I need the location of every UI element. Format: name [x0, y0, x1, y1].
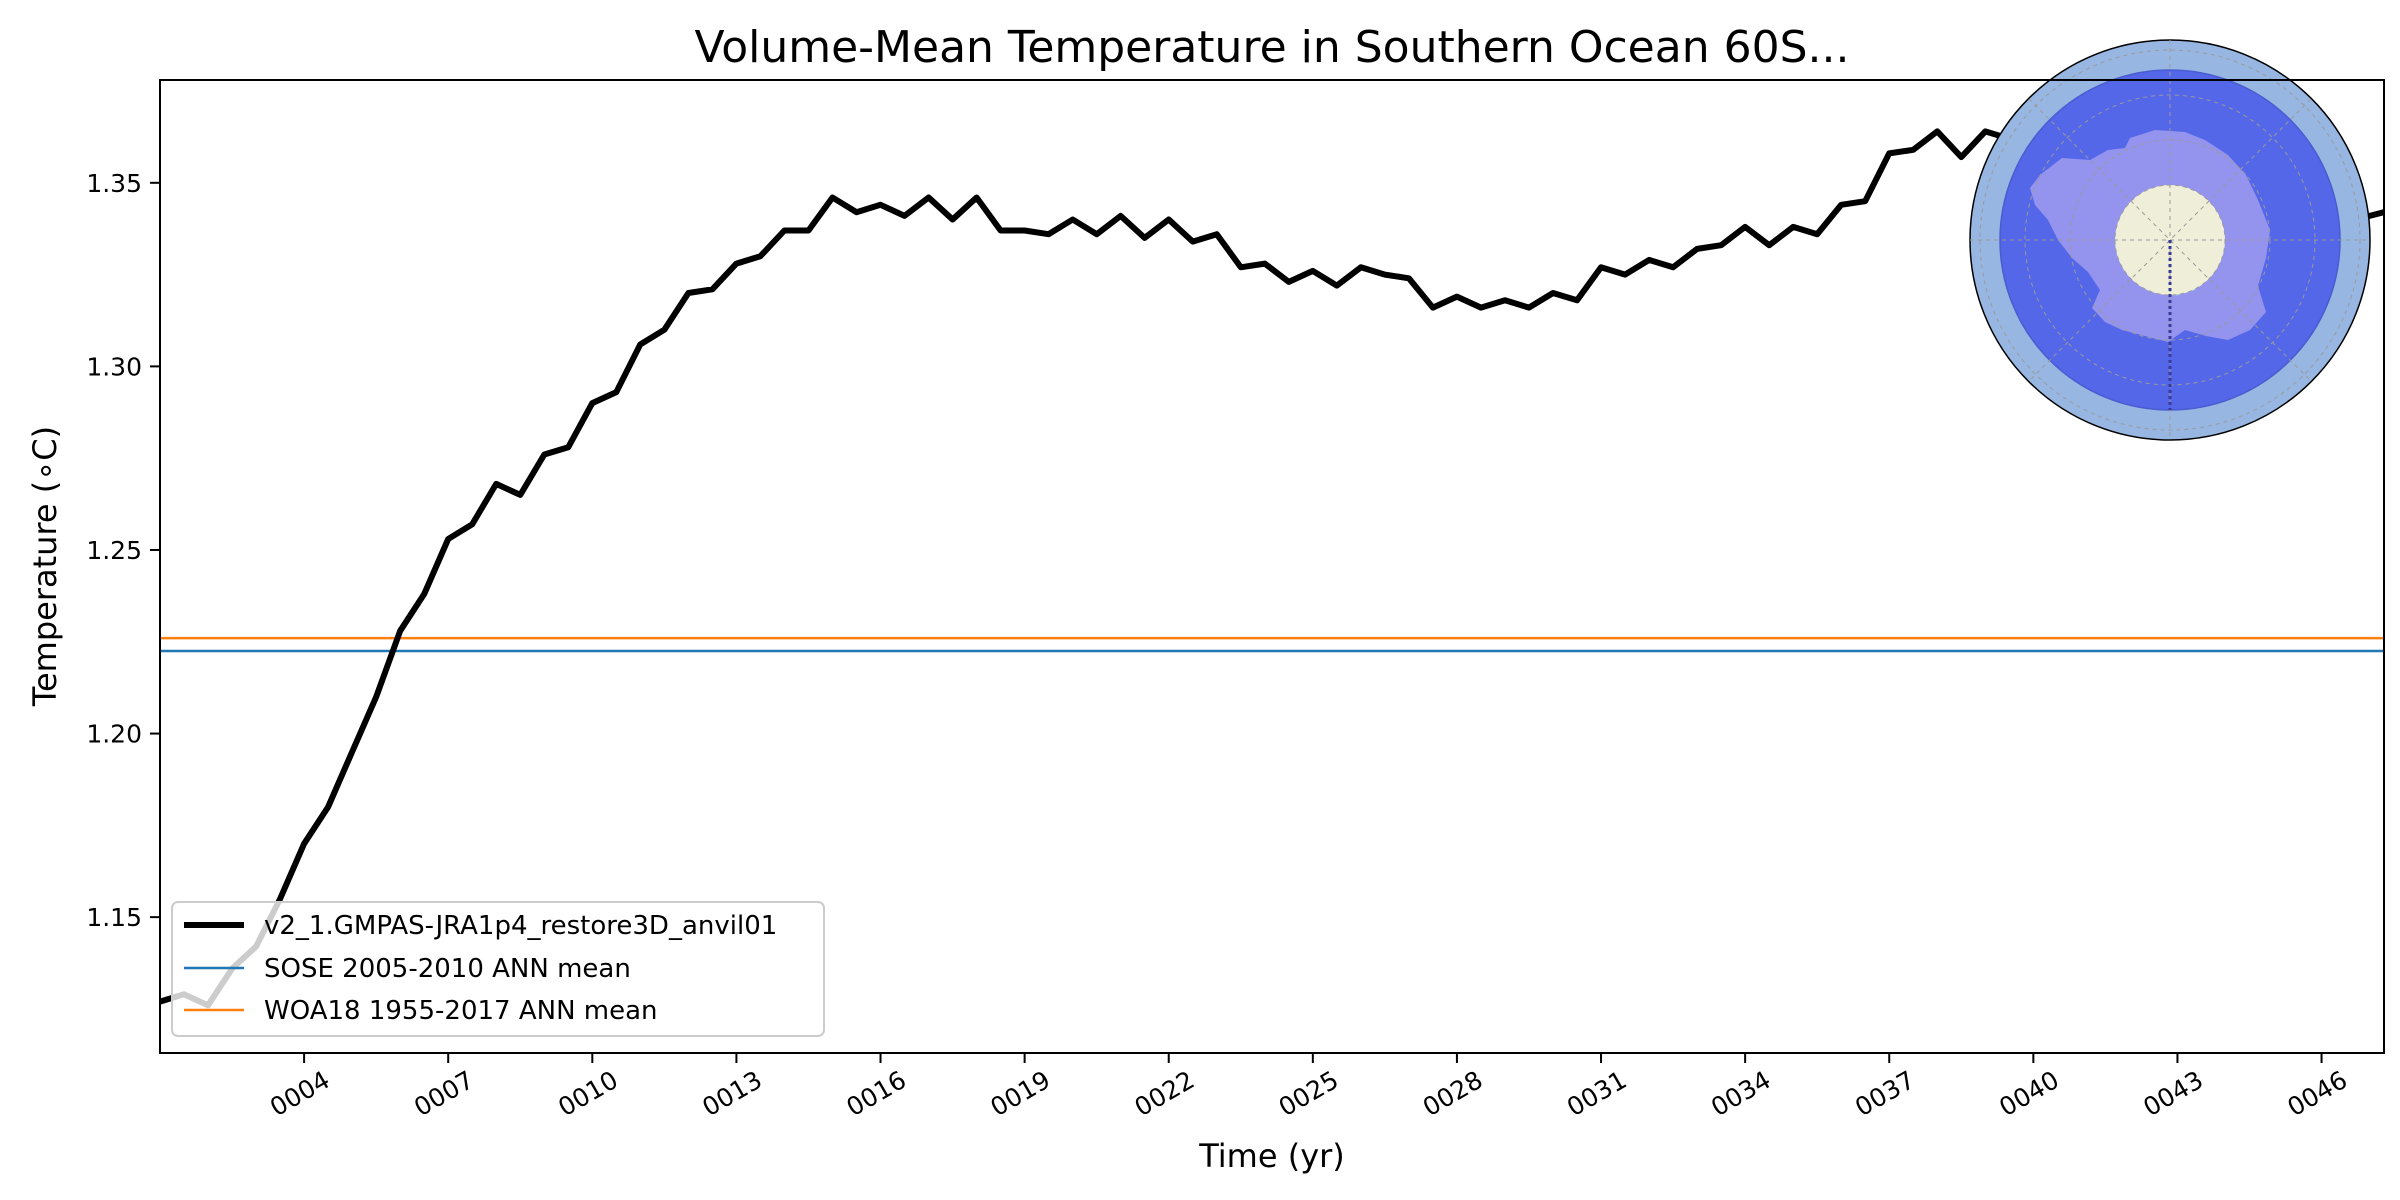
- plot-area: [159, 39, 2385, 1054]
- inset-map: [1969, 39, 2371, 441]
- y-tick-label-0: 1.15: [86, 903, 142, 932]
- y-tick-label-2: 1.25: [86, 536, 142, 565]
- legend-label-woa18: WOA18 1955-2017 ANN mean: [264, 996, 658, 1026]
- y-tick-label-4: 1.35: [86, 169, 142, 198]
- y-tick-label-3: 1.30: [86, 352, 142, 381]
- legend-label-sose: SOSE 2005-2010 ANN mean: [264, 954, 631, 984]
- legend-box: [171, 901, 825, 1037]
- legend-label-model: v2_1.GMPAS-JRA1p4_restore3D_anvil01: [264, 911, 777, 941]
- reference-lines: [160, 636, 2384, 653]
- y-tick-label-1: 1.20: [86, 720, 142, 749]
- plot-frame: [159, 79, 2385, 1054]
- x-axis-label: Time (yr): [1198, 1137, 1345, 1175]
- legend: v2_1.GMPAS-JRA1p4_restore3D_anvil01 SOSE…: [171, 901, 825, 1037]
- y-axis-label: Temperature (∘C): [26, 426, 64, 707]
- y-axis: 1.15 1.20 1.25 1.30 1.35: [86, 169, 160, 932]
- chart-title: Volume-Mean Temperature in Southern Ocea…: [695, 22, 1850, 73]
